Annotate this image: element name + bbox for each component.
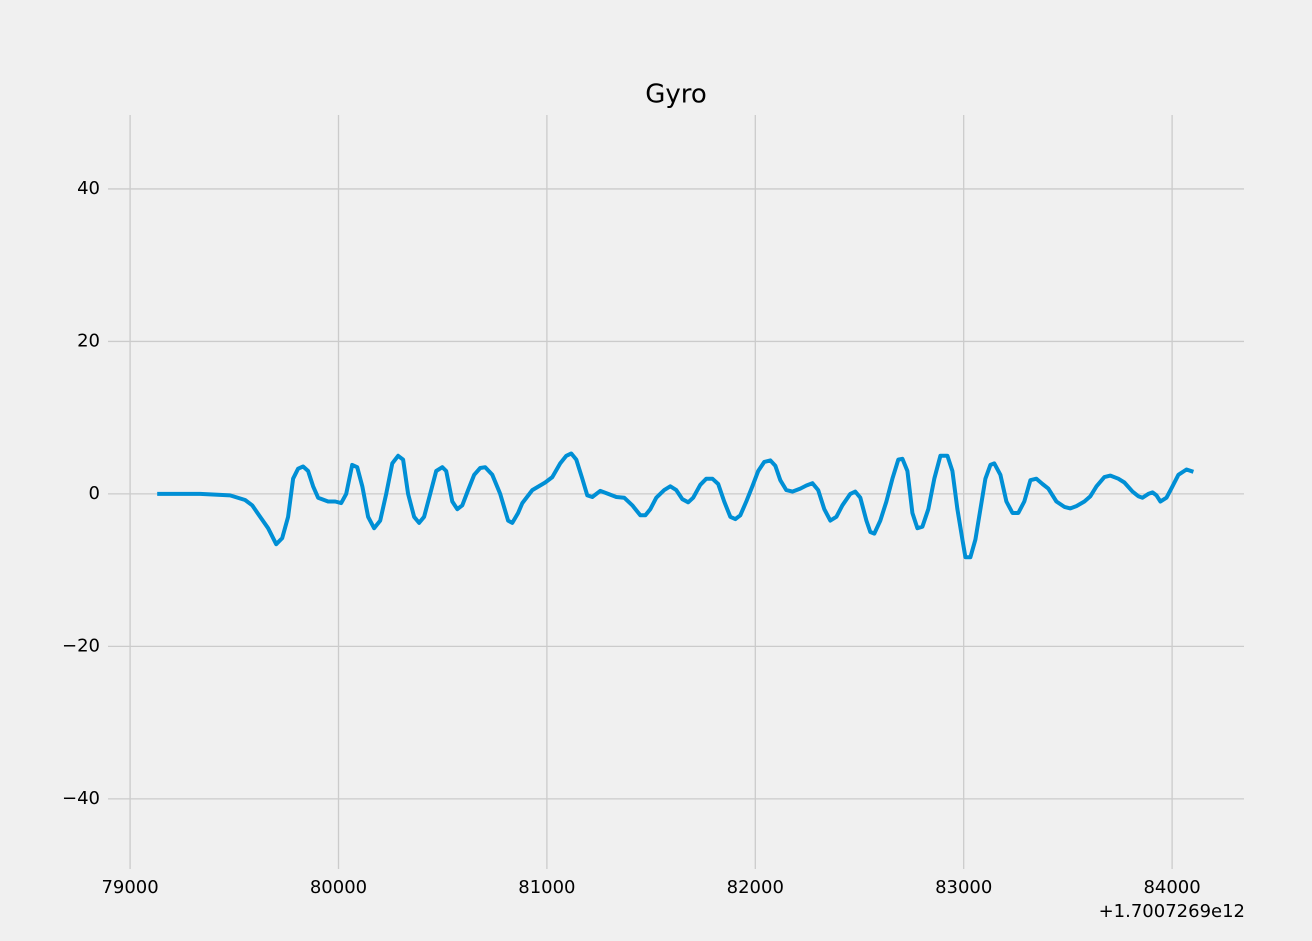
y-tick-label: −20 [62, 635, 100, 656]
y-tick-label: 40 [77, 178, 100, 199]
x-tick-label: 82000 [727, 877, 784, 898]
x-tick-label: 79000 [101, 877, 158, 898]
y-tick-label: −40 [62, 788, 100, 809]
x-offset-label: +1.7007269e12 [1099, 901, 1245, 922]
data-line [157, 451, 1195, 560]
x-tick-label: 81000 [518, 877, 575, 898]
x-tick-label: 80000 [310, 877, 367, 898]
y-tick-label: 20 [77, 330, 100, 351]
chart-title: Gyro [645, 80, 707, 110]
x-tick-label: 83000 [935, 877, 992, 898]
x-tick-label: 84000 [1143, 877, 1200, 898]
y-tick-label: 0 [89, 483, 100, 504]
